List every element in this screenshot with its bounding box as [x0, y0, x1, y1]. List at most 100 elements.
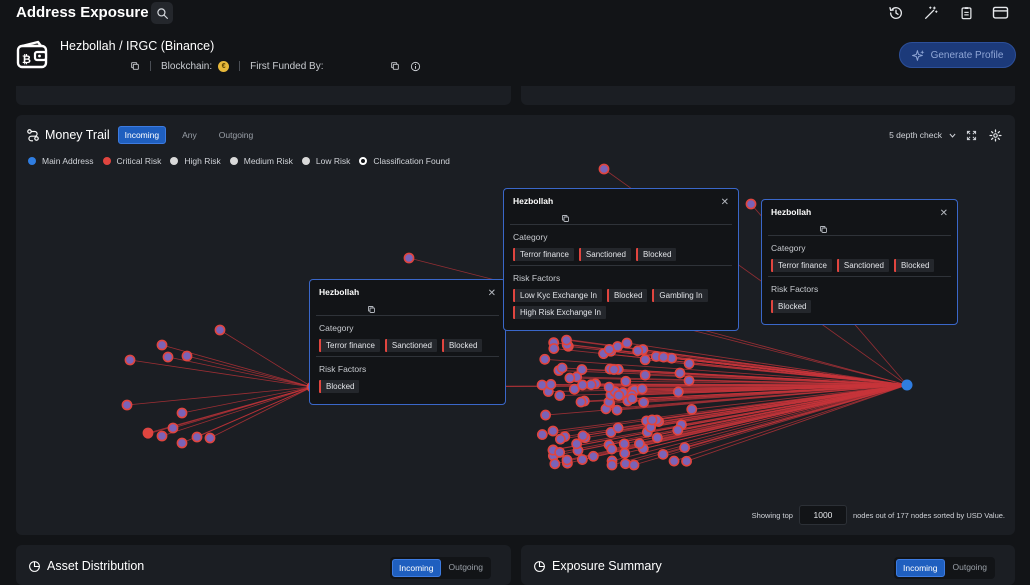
- graph-node[interactable]: [627, 394, 636, 403]
- generate-profile-button[interactable]: Generate Profile: [899, 42, 1016, 68]
- graph-node[interactable]: [687, 405, 696, 414]
- close-icon[interactable]: ✕: [488, 288, 496, 299]
- graph-node[interactable]: [589, 452, 598, 461]
- graph-node[interactable]: [548, 426, 557, 435]
- copy-icon[interactable]: [819, 221, 948, 231]
- graph-node[interactable]: [612, 405, 621, 414]
- graph-node[interactable]: [555, 391, 564, 400]
- graph-node[interactable]: [168, 423, 177, 432]
- graph-node[interactable]: [684, 376, 693, 385]
- graph-node[interactable]: [550, 459, 559, 468]
- graph-node[interactable]: [578, 455, 587, 464]
- close-icon[interactable]: ✕: [721, 197, 729, 208]
- graph-node[interactable]: [609, 365, 618, 374]
- graph-node[interactable]: [538, 430, 547, 439]
- graph-node[interactable]: [572, 439, 581, 448]
- graph-node[interactable]: [546, 380, 555, 389]
- graph-node[interactable]: [143, 429, 152, 438]
- graph-node[interactable]: [648, 415, 657, 424]
- graph-node[interactable]: [621, 459, 630, 468]
- copy-icon[interactable]: [367, 301, 496, 311]
- top-n-input[interactable]: 1000: [799, 505, 847, 525]
- graph-edge: [220, 330, 312, 387]
- graph-node[interactable]: [557, 363, 566, 372]
- tab-incoming[interactable]: Incoming: [896, 559, 945, 577]
- graph-node[interactable]: [622, 338, 631, 347]
- graph-node[interactable]: [540, 355, 549, 364]
- graph-node[interactable]: [641, 371, 650, 380]
- tab-outgoing[interactable]: Outgoing: [947, 559, 994, 577]
- graph-node[interactable]: [633, 346, 642, 355]
- graph-node[interactable]: [549, 344, 558, 353]
- magic-button[interactable]: [920, 3, 942, 23]
- graph-node[interactable]: [682, 457, 691, 466]
- graph-node[interactable]: [675, 368, 684, 377]
- graph-node[interactable]: [576, 397, 585, 406]
- tab-incoming[interactable]: Incoming: [118, 126, 167, 144]
- graph-node[interactable]: [587, 380, 596, 389]
- expand-button[interactable]: [964, 128, 978, 142]
- graph-node[interactable]: [641, 355, 650, 364]
- graph-node[interactable]: [674, 387, 683, 396]
- copy-icon[interactable]: [561, 210, 729, 220]
- graph-node[interactable]: [607, 444, 616, 453]
- graph-node[interactable]: [205, 433, 214, 442]
- main-address-node[interactable]: [902, 380, 913, 391]
- clipboard-button[interactable]: [955, 3, 977, 23]
- graph-node[interactable]: [629, 460, 638, 469]
- search-button[interactable]: [151, 2, 173, 24]
- graph-node[interactable]: [659, 352, 668, 361]
- graph-node[interactable]: [673, 426, 682, 435]
- tab-incoming[interactable]: Incoming: [392, 559, 441, 577]
- graph-node[interactable]: [541, 410, 550, 419]
- graph-node[interactable]: [122, 400, 131, 409]
- graph-node[interactable]: [639, 398, 648, 407]
- graph-node[interactable]: [177, 408, 186, 417]
- graph-node[interactable]: [620, 439, 629, 448]
- graph-node[interactable]: [215, 325, 224, 334]
- graph-node[interactable]: [614, 423, 623, 432]
- graph-node[interactable]: [635, 439, 644, 448]
- graph-node[interactable]: [404, 253, 413, 262]
- graph-node[interactable]: [562, 336, 571, 345]
- info-icon[interactable]: [410, 61, 421, 72]
- settings-button[interactable]: [988, 128, 1002, 142]
- copy-icon[interactable]: [130, 61, 140, 71]
- graph-node[interactable]: [578, 380, 587, 389]
- graph-node[interactable]: [578, 431, 587, 440]
- graph-node[interactable]: [620, 449, 629, 458]
- graph-node[interactable]: [605, 383, 614, 392]
- graph-node[interactable]: [746, 199, 755, 208]
- tab-outgoing[interactable]: Outgoing: [213, 127, 260, 143]
- graph-node[interactable]: [182, 351, 191, 360]
- graph-node[interactable]: [658, 450, 667, 459]
- graph-node[interactable]: [599, 164, 608, 173]
- graph-node[interactable]: [685, 359, 694, 368]
- graph-node[interactable]: [638, 384, 647, 393]
- tab-outgoing[interactable]: Outgoing: [443, 559, 490, 577]
- graph-node[interactable]: [669, 456, 678, 465]
- graph-node[interactable]: [556, 435, 565, 444]
- graph-node[interactable]: [621, 377, 630, 386]
- graph-node[interactable]: [565, 373, 574, 382]
- graph-node[interactable]: [537, 380, 546, 389]
- graph-node[interactable]: [605, 345, 614, 354]
- history-button[interactable]: [885, 3, 907, 23]
- depth-select[interactable]: 5 depth check: [889, 130, 957, 140]
- graph-node[interactable]: [653, 433, 662, 442]
- graph-node[interactable]: [192, 432, 201, 441]
- graph-node[interactable]: [125, 355, 134, 364]
- graph-node[interactable]: [562, 455, 571, 464]
- graph-node[interactable]: [177, 438, 186, 447]
- graph-node[interactable]: [157, 340, 166, 349]
- graph-node[interactable]: [157, 431, 166, 440]
- graph-node[interactable]: [680, 443, 689, 452]
- graph-node[interactable]: [555, 448, 564, 457]
- close-icon[interactable]: ✕: [940, 208, 948, 219]
- card-button[interactable]: [989, 3, 1011, 23]
- tab-any[interactable]: Any: [176, 127, 203, 143]
- copy-icon[interactable]: [390, 61, 400, 71]
- graph-node[interactable]: [607, 460, 616, 469]
- graph-node[interactable]: [163, 352, 172, 361]
- graph-node[interactable]: [614, 391, 623, 400]
